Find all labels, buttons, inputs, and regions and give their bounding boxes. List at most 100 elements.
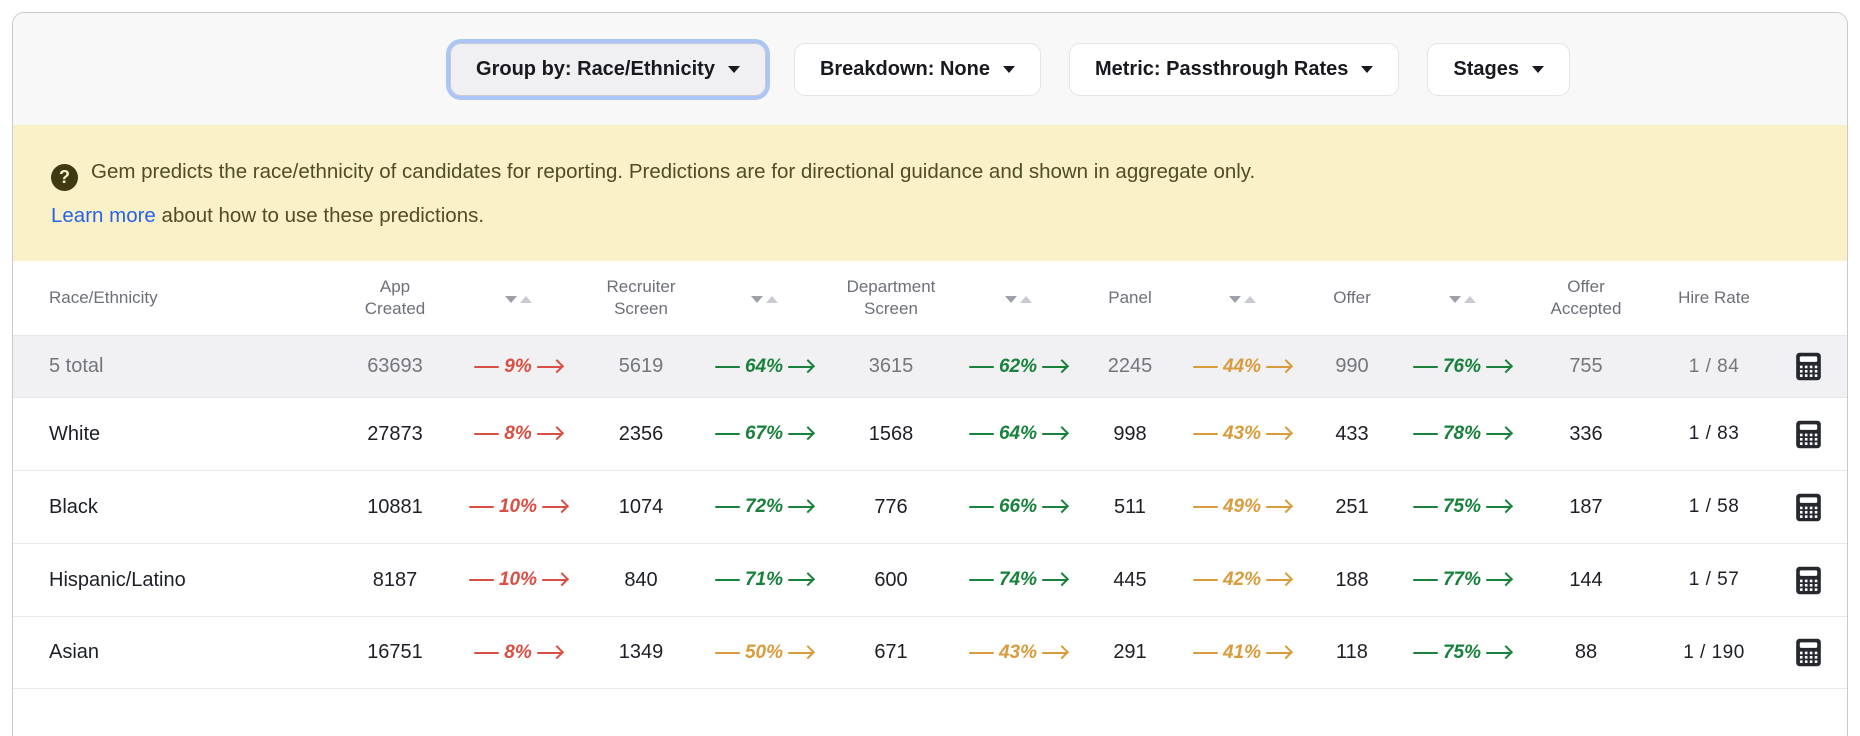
stage-value: 336 xyxy=(1569,422,1603,445)
chevron-down-icon xyxy=(1002,65,1015,73)
stage-value: 433 xyxy=(1335,422,1369,445)
passthrough-pct: 66% xyxy=(998,496,1038,517)
sort-cell xyxy=(459,287,577,309)
passthrough-pct: 50% xyxy=(744,641,784,663)
sort-desc-icon xyxy=(1448,296,1461,304)
passthrough-pct: 10% xyxy=(498,569,538,590)
row-label: Asian xyxy=(49,641,100,663)
sort-control-app-created[interactable] xyxy=(504,296,532,304)
stage-value: 251 xyxy=(1335,495,1369,518)
stage-value: 187 xyxy=(1569,495,1603,518)
passthrough-arrow: 75% xyxy=(1403,496,1521,518)
column-header-app-created: App Created xyxy=(364,277,426,318)
passthrough-pct: 67% xyxy=(744,423,784,444)
passthrough-table: Race/Ethnicity App Created Recruiter Scr… xyxy=(13,261,1847,689)
sort-desc-icon xyxy=(504,296,517,304)
stage-value: 27873 xyxy=(367,422,423,445)
calculator-icon[interactable] xyxy=(1777,566,1839,595)
breakdown-dropdown[interactable]: Breakdown: None xyxy=(793,42,1041,96)
passthrough-arrow: 41% xyxy=(1183,642,1301,664)
sort-cell xyxy=(1183,287,1301,309)
hire-rate-value: 1 / 84 xyxy=(1688,355,1740,377)
stage-value: 840 xyxy=(624,568,658,591)
table-body: 5 total 63693 9% 5619 64% 3615 62% 2245 44% 990 76… xyxy=(13,335,1847,689)
calculator-icon-glyph xyxy=(1795,566,1821,594)
stage-value: 8187 xyxy=(372,568,418,591)
column-header-panel: Panel xyxy=(1108,288,1152,308)
hire-rate-value: 1 / 57 xyxy=(1688,569,1740,590)
passthrough-arrow: 77% xyxy=(1403,569,1521,591)
passthrough-pct: 71% xyxy=(744,569,784,590)
sort-asc-icon xyxy=(519,296,532,304)
calculator-icon-glyph xyxy=(1795,638,1821,667)
stage-value: 291 xyxy=(1113,641,1147,663)
stage-value: 144 xyxy=(1569,568,1603,591)
group-by-label: Group by: Race/Ethnicity xyxy=(476,57,715,80)
column-header-race-ethnicity: Race/Ethnicity xyxy=(49,288,158,308)
chevron-down-icon xyxy=(1531,65,1544,73)
stage-value: 600 xyxy=(874,568,908,591)
passthrough-pct: 64% xyxy=(744,355,784,377)
group-by-dropdown[interactable]: Group by: Race/Ethnicity xyxy=(450,42,766,96)
table-row: Hispanic/Latino 8187 10% 840 71% 600 74% 445 42%… xyxy=(13,543,1847,616)
passthrough-pct: 49% xyxy=(1222,496,1262,517)
stage-value: 88 xyxy=(1574,641,1598,663)
sort-desc-icon xyxy=(1004,296,1017,304)
table-row: Black 10881 10% 1074 72% 776 66% 511 49% 251 75% 18… xyxy=(13,470,1847,543)
sort-cell xyxy=(1403,287,1521,309)
stage-value: 1074 xyxy=(618,495,664,518)
banner-line-1: ? Gem predicts the race/ethnicity of cand… xyxy=(51,150,1809,194)
sort-asc-icon xyxy=(1243,296,1256,304)
passthrough-arrow: 62% xyxy=(959,356,1077,378)
calculator-icon-glyph xyxy=(1795,420,1821,448)
stages-dropdown[interactable]: Stages xyxy=(1427,42,1570,96)
passthrough-arrow: 66% xyxy=(959,496,1077,518)
stage-value: 776 xyxy=(874,495,908,518)
passthrough-arrow: 72% xyxy=(705,496,823,518)
sort-control-panel[interactable] xyxy=(1228,296,1256,304)
calculator-icon[interactable] xyxy=(1777,420,1839,449)
calculator-icon[interactable] xyxy=(1777,638,1839,667)
calculator-icon-glyph xyxy=(1795,352,1821,381)
passthrough-arrow: 44% xyxy=(1183,356,1301,378)
sort-control-offer[interactable] xyxy=(1448,296,1476,304)
row-label: White xyxy=(49,422,101,445)
passthrough-arrow: 67% xyxy=(705,423,823,445)
stage-value: 998 xyxy=(1113,422,1147,445)
row-label: Hispanic/Latino xyxy=(49,568,186,591)
hire-rate-value: 1 / 58 xyxy=(1688,496,1740,517)
passthrough-pct: 62% xyxy=(998,355,1038,377)
calculator-icon[interactable] xyxy=(1777,493,1839,522)
column-header-hire-rate: Hire Rate xyxy=(1678,288,1750,308)
learn-more-link[interactable]: Learn more xyxy=(51,204,156,227)
passthrough-arrow: 75% xyxy=(1403,642,1521,664)
metric-dropdown[interactable]: Metric: Passthrough Rates xyxy=(1068,42,1400,96)
passthrough-arrow: 78% xyxy=(1403,423,1521,445)
passthrough-pct: 9% xyxy=(504,355,532,377)
table-row: White 27873 8% 2356 67% 1568 64% 998 43% 433 78% 33… xyxy=(13,397,1847,470)
passthrough-pct: 10% xyxy=(498,496,538,517)
sort-control-recruiter-screen[interactable] xyxy=(750,296,778,304)
passthrough-arrow: 10% xyxy=(459,569,577,591)
column-header-offer: Offer xyxy=(1333,288,1371,308)
passthrough-arrow: 64% xyxy=(705,356,823,378)
stage-value: 2356 xyxy=(618,422,664,445)
sort-control-department-screen[interactable] xyxy=(1004,296,1032,304)
banner-text: Gem predicts the race/ethnicity of candi… xyxy=(91,160,1256,183)
question-icon[interactable]: ? xyxy=(51,163,78,191)
stages-label: Stages xyxy=(1453,57,1519,80)
stage-value: 5619 xyxy=(618,355,664,377)
sort-asc-icon xyxy=(1463,296,1476,304)
info-banner: ? Gem predicts the race/ethnicity of cand… xyxy=(13,125,1847,261)
stage-value: 3615 xyxy=(868,355,914,377)
stage-value: 1349 xyxy=(618,641,664,663)
passthrough-arrow: 9% xyxy=(459,356,577,378)
passthrough-pct: 78% xyxy=(1442,423,1482,444)
passthrough-arrow: 74% xyxy=(959,569,1077,591)
passthrough-arrow: 50% xyxy=(705,642,823,664)
stage-value: 671 xyxy=(874,641,908,663)
sort-desc-icon xyxy=(750,296,763,304)
calculator-icon[interactable] xyxy=(1777,352,1839,381)
passthrough-pct: 44% xyxy=(1222,355,1262,377)
passthrough-arrow: 42% xyxy=(1183,569,1301,591)
